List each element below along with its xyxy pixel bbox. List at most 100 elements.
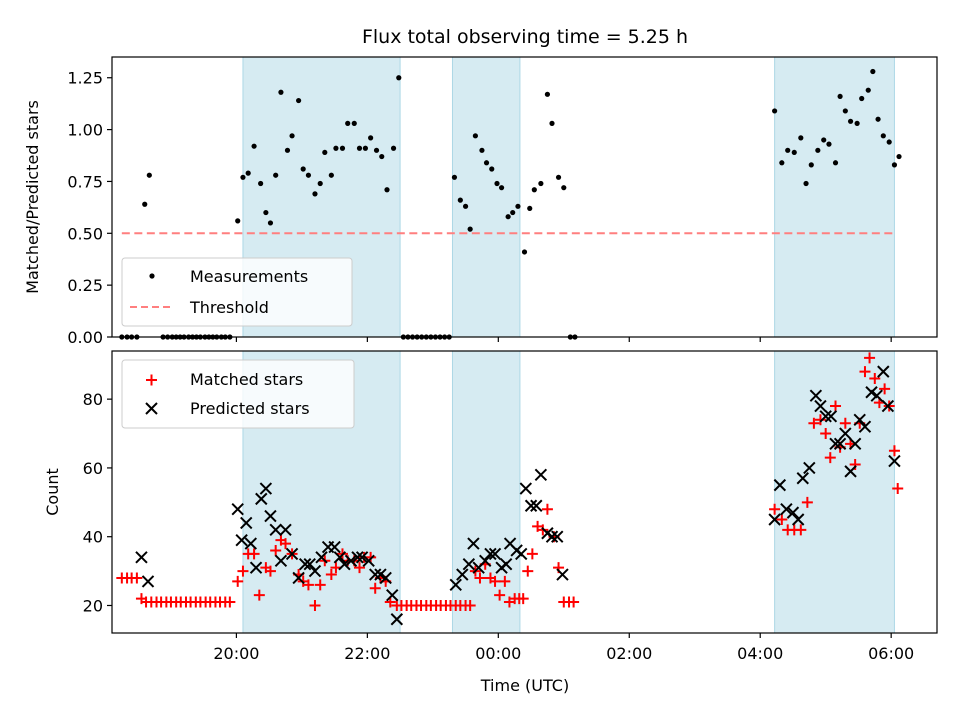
- legend-matched-marker: [146, 374, 157, 386]
- shaded-interval: [451, 350, 521, 634]
- predicted-star-point: [853, 413, 866, 426]
- predicted-star-point: [877, 365, 890, 378]
- predicted-star-point: [308, 564, 322, 578]
- predicted-star-point: [344, 554, 358, 567]
- matched-star-point: [776, 514, 788, 526]
- matched-star-point: [541, 503, 553, 515]
- measurement-point: [505, 214, 511, 220]
- matched-star-point: [568, 596, 580, 608]
- matched-star-point: [280, 538, 292, 550]
- bottom-plot-frame: [111, 350, 938, 634]
- top-legend-box: [121, 257, 353, 327]
- measurement-point: [886, 139, 892, 145]
- matched-star-point: [864, 352, 876, 364]
- predicted-star-point: [386, 588, 399, 602]
- measurement-point: [284, 147, 291, 153]
- measurement-point: [521, 249, 528, 255]
- predicted-star-point: [786, 506, 800, 519]
- measurement-point: [538, 180, 544, 187]
- predicted-star-point: [390, 613, 404, 626]
- predicted-star-point: [791, 513, 805, 526]
- matched-star-point: [464, 599, 476, 611]
- top-chart-title: Flux total observing time = 5.25 h: [362, 26, 688, 48]
- top-x-axis-ticks: [235, 337, 892, 342]
- legend-predicted-label: Predicted stars: [190, 399, 310, 418]
- measurement-point: [772, 108, 778, 114]
- legend-matched-label: Matched stars: [190, 370, 303, 389]
- predicted-star-point: [796, 472, 809, 485]
- predicted-star-point: [240, 516, 253, 530]
- measurement-point: [865, 87, 871, 93]
- measurement-point: [379, 153, 385, 160]
- matched-star-point: [522, 565, 534, 577]
- predicted-star-point: [379, 571, 392, 585]
- predicted-star-point: [479, 554, 492, 567]
- predicted-star-point: [824, 410, 838, 423]
- legend-measurements-label: Measurements: [190, 267, 308, 286]
- top-y-axis-ticks: 0.00 0.25 0.50 0.75 1.00 1.25: [67, 69, 112, 347]
- x-tick-label: 04:00: [737, 644, 783, 663]
- measurement-point: [356, 145, 363, 151]
- predicted-star-point: [449, 578, 462, 592]
- measurement-point: [826, 141, 832, 147]
- measurement-point: [305, 172, 312, 178]
- measurement-point: [854, 120, 860, 126]
- matched-star-point: [474, 572, 486, 584]
- legend-measurements-marker: [149, 273, 155, 279]
- y-tick-label: 20: [83, 596, 103, 615]
- measurement-point: [561, 185, 567, 191]
- y-tick-label: 60: [83, 459, 103, 478]
- measurement-point: [312, 191, 318, 197]
- y-tick-label: 40: [83, 528, 103, 547]
- predicted-star-point: [231, 502, 244, 516]
- predicted-star-point: [870, 389, 883, 402]
- predicted-star-point: [298, 558, 312, 571]
- predicted-star-point: [488, 547, 502, 561]
- measurement-point: [362, 145, 368, 151]
- legend-predicted-marker: [145, 402, 158, 415]
- measurement-point: [837, 93, 843, 100]
- measurement-point: [842, 108, 848, 114]
- predicted-star-point: [545, 530, 559, 543]
- measurement-point: [880, 133, 886, 139]
- matched-star-point: [839, 417, 851, 429]
- matched-star-point: [264, 565, 276, 577]
- predicted-star-point: [499, 558, 513, 571]
- predicted-star-point: [484, 547, 497, 561]
- measurement-point: [345, 120, 351, 126]
- measurement-point: [273, 172, 279, 178]
- y-tick-label: 0.50: [67, 224, 103, 243]
- predicted-star-point: [333, 551, 347, 564]
- predicted-star-point: [462, 558, 476, 571]
- x-tick-label: 00:00: [475, 644, 521, 663]
- predicted-star-point: [264, 509, 277, 523]
- predicted-star-point: [768, 513, 781, 526]
- predicted-star-point: [844, 465, 857, 478]
- bottom-x-axis-ticks: 20:00 22:00 00:00 02:00 04:00 06:00: [213, 633, 914, 663]
- measurement-point: [462, 203, 469, 209]
- measurement-point: [808, 162, 814, 168]
- predicted-star-point: [338, 558, 351, 571]
- predicted-star-point: [551, 530, 564, 543]
- predicted-star-point: [456, 568, 469, 581]
- measurement-point: [333, 145, 339, 151]
- measurement-point: [368, 135, 374, 141]
- measurement-point: [479, 147, 485, 153]
- measurement-point: [457, 197, 463, 203]
- predicted-star-point: [530, 499, 543, 512]
- matched-star-point: [526, 548, 538, 560]
- measurement-point: [859, 95, 865, 102]
- y-tick-label: 0.75: [67, 172, 103, 191]
- measurement-point: [267, 220, 274, 226]
- measurement-point: [544, 91, 551, 97]
- measurement-point: [396, 75, 402, 81]
- measurement-point: [384, 187, 390, 193]
- predicted-star-point: [369, 568, 382, 581]
- predicted-star-point: [524, 499, 538, 512]
- measurement-point: [467, 226, 473, 232]
- x-tick-label: 06:00: [868, 644, 914, 663]
- measurement-point: [472, 133, 478, 139]
- y-tick-label: 0.25: [67, 276, 103, 295]
- predicted-star-point: [362, 554, 375, 567]
- matched-star-point: [302, 579, 314, 591]
